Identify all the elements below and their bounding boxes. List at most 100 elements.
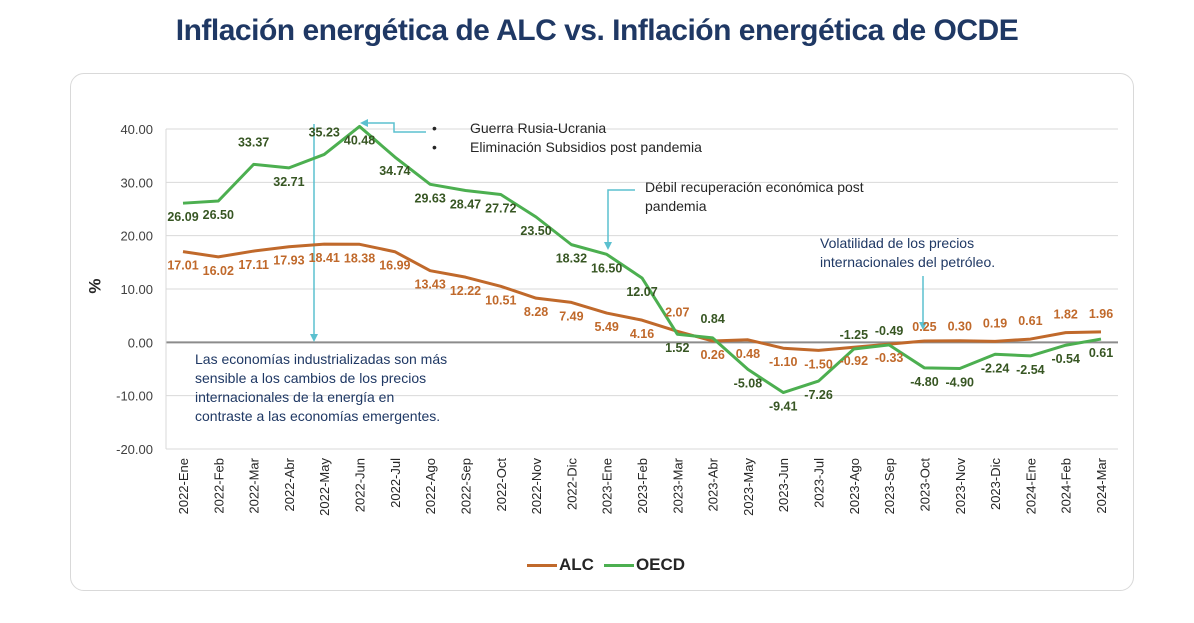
legend-item-alc[interactable]: ALC	[527, 555, 594, 575]
annotation-industrialized-line-1: Las economías industrializadas son más	[195, 351, 448, 367]
annotation-war-line-2: • Eliminación Subsidios post pandemia	[432, 139, 702, 155]
x-axis-ticks: 2022-Ene 2022-Feb 2022-Mar 2022-Abr 2022-May…	[176, 457, 1109, 515]
legend-label-alc: ALC	[559, 555, 594, 574]
x-tick-label: 2022-Jul	[388, 458, 403, 508]
arrow-war	[360, 119, 426, 133]
annotation-volatility-line-2: internacionales del petróleo.	[820, 254, 996, 270]
arrow-weak-recovery	[604, 189, 635, 250]
x-tick-label: 2023-Nov	[953, 458, 968, 515]
data-label-alc: 1.96	[1089, 307, 1113, 321]
data-label-alc: -1.50	[804, 357, 833, 371]
data-label-oecd: 26.09	[167, 210, 198, 224]
data-label-alc: 2.07	[665, 305, 689, 319]
x-tick-label: 2023-Jul	[812, 458, 827, 508]
annotation-arrows	[310, 119, 927, 342]
data-label-alc: 4.16	[630, 327, 654, 341]
y-tick-label: 40.00	[120, 122, 153, 137]
data-label-alc: 0.30	[948, 320, 972, 334]
data-labels: 17.01 16.02 17.11 17.93 18.41 18.38 16.99 13.43…	[167, 125, 1113, 413]
annotation-weak-recovery-line-1: Débil recuperación económica post	[645, 179, 864, 195]
data-label-oecd: -0.54	[1051, 352, 1080, 366]
annotation-weak-recovery: Débil recuperación económica post pandem…	[645, 178, 864, 216]
data-label-alc: 10.51	[485, 293, 516, 307]
x-tick-label: 2024-Feb	[1059, 458, 1074, 514]
data-label-alc: 8.28	[524, 305, 548, 319]
data-label-oecd: 40.48	[344, 133, 375, 147]
legend-swatch-oecd	[603, 564, 634, 568]
data-label-alc: -0.33	[875, 351, 904, 365]
annotation-industrialized-line-4: contraste a las economías emergentes.	[195, 408, 441, 424]
series-lines	[182, 124, 1102, 395]
legend-item-oecd[interactable]: OECD	[603, 555, 686, 575]
x-tick-label: 2023-Ago	[847, 458, 862, 514]
data-label-oecd: 34.74	[379, 164, 410, 178]
x-tick-label: 2023-Abr	[706, 457, 721, 511]
data-label-oecd: 18.32	[556, 252, 587, 266]
data-label-alc: 17.01	[167, 259, 198, 273]
data-label-oecd: -5.08	[734, 376, 763, 390]
data-label-alc: 1.82	[1054, 308, 1078, 322]
y-tick-label: 0.00	[128, 335, 153, 350]
data-label-alc: 0.25	[912, 320, 936, 334]
x-tick-label: 2022-Jun	[353, 458, 368, 512]
data-label-oecd: 12.07	[626, 285, 657, 299]
data-label-oecd: 23.50	[520, 224, 551, 238]
data-label-alc: 18.38	[344, 251, 375, 265]
series-line-alc	[182, 242, 1102, 352]
x-tick-label: 2024-Ene	[1023, 458, 1038, 514]
x-tick-label: 2022-May	[317, 458, 332, 516]
data-label-oecd: 33.37	[238, 135, 269, 149]
data-label-oecd: 1.52	[665, 341, 689, 355]
x-tick-label: 2022-Oct	[494, 458, 509, 512]
y-tick-label: 10.00	[120, 282, 153, 297]
x-tick-label: 2024-Mar	[1094, 457, 1109, 513]
x-tick-label: 2022-Feb	[211, 458, 226, 514]
annotation-war-line-1: • Guerra Rusia-Ucrania	[432, 120, 607, 136]
data-label-oecd: 29.63	[415, 191, 446, 205]
annotation-industrialized: Las economías industrializadas son más s…	[195, 350, 447, 426]
data-label-oecd: 32.71	[273, 175, 304, 189]
x-tick-label: 2022-Ago	[423, 458, 438, 514]
data-label-oecd: -9.41	[769, 400, 798, 414]
x-tick-label: 2023-Sep	[882, 458, 897, 514]
data-label-oecd: 27.72	[485, 201, 516, 215]
x-tick-label: 2023-Dic	[988, 458, 1003, 511]
data-label-alc: 18.41	[309, 251, 340, 265]
x-tick-label: 2023-Mar	[670, 457, 685, 513]
legend-label-oecd: OECD	[635, 555, 686, 574]
y-tick-label: -10.00	[116, 389, 153, 404]
data-label-oecd: 26.50	[203, 208, 234, 222]
annotation-industrialized-line-2: sensible a los cambios de los precios	[195, 370, 427, 386]
series-line-oecd	[182, 124, 1102, 395]
gridlines	[165, 128, 1118, 450]
x-tick-label: 2022-Sep	[458, 458, 473, 514]
data-label-oecd: -2.54	[1016, 363, 1045, 377]
data-label-oecd: -7.26	[804, 388, 833, 402]
data-label-alc: 5.49	[595, 320, 619, 334]
data-label-alc: 17.11	[238, 258, 269, 272]
data-label-alc: 13.43	[415, 278, 446, 292]
data-label-oecd: 35.23	[309, 125, 340, 139]
data-label-alc: 7.49	[559, 309, 583, 323]
x-tick-label: 2023-Oct	[917, 458, 932, 512]
data-label-oecd: 28.47	[450, 197, 481, 211]
data-label-alc: 16.99	[379, 259, 410, 273]
annotation-volatility: Volatilidad de los precios internacional…	[820, 234, 995, 272]
annotation-volatility-line-1: Volatilidad de los precios	[820, 235, 975, 251]
data-label-oecd: 0.84	[700, 312, 724, 326]
chart-title: Inflación energética de ALC vs. Inflació…	[175, 14, 1019, 47]
x-tick-label: 2022-Mar	[247, 457, 262, 513]
data-label-alc: 0.19	[983, 316, 1007, 330]
x-tick-label: 2022-Ene	[176, 458, 191, 514]
y-tick-label: 20.00	[120, 229, 153, 244]
data-label-alc: -1.10	[769, 355, 798, 369]
data-label-oecd: -2.24	[981, 361, 1010, 375]
x-tick-label: 2023-Jun	[776, 458, 791, 512]
data-label-alc: -0.92	[840, 354, 869, 368]
legend-swatch-alc	[527, 564, 557, 568]
y-tick-label: -20.00	[116, 442, 153, 457]
data-label-alc: 0.61	[1018, 314, 1042, 328]
chart-card	[70, 73, 1134, 591]
x-tick-label: 2023-May	[741, 458, 756, 516]
